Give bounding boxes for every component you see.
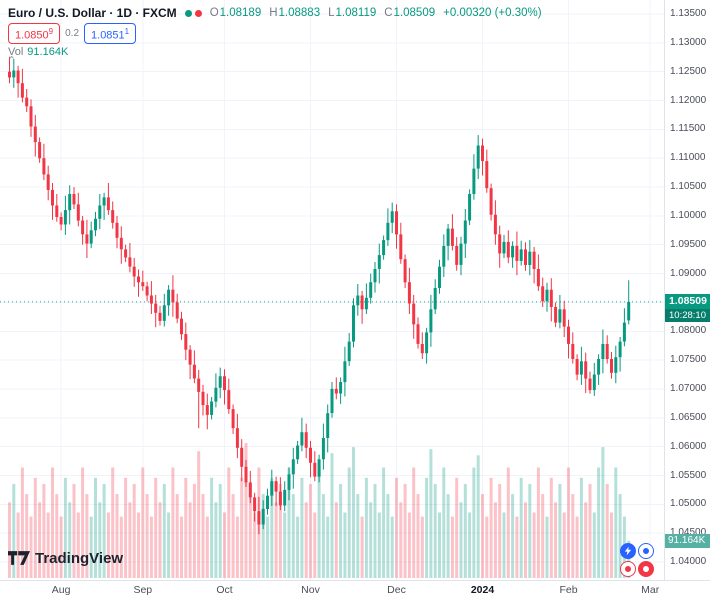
quick-action-record-button[interactable] (638, 561, 654, 577)
close-value: 1.08509 (393, 7, 436, 19)
low-label: L (328, 7, 335, 19)
tradingview-logo-text: TradingView (35, 550, 124, 567)
price-tick-label: 1.04500 (670, 527, 707, 539)
tradingview-logo-icon (8, 551, 30, 565)
high-label: H (269, 7, 278, 19)
price-tick-label: 1.07000 (670, 382, 707, 394)
ohlc-readout: O 1.08189 H 1.08883 L 1.08119 C 1.08509 +0.0… (210, 7, 542, 19)
ask-price-sup: 1 (124, 26, 130, 36)
down-color-dot-icon (194, 9, 202, 17)
time-tick-label: 2024 (470, 584, 495, 596)
bid-price-sup: 9 (48, 26, 54, 36)
time-tick-label: Oct (216, 584, 233, 596)
price-tick-label: 1.10500 (670, 181, 707, 193)
price-tick-label: 1.05000 (670, 498, 707, 510)
price-tick-label: 1.05500 (670, 469, 707, 481)
price-tick-label: 1.13000 (670, 36, 707, 48)
up-color-dot-icon (184, 9, 192, 17)
quick-action-blue-button[interactable] (638, 543, 654, 559)
time-tick-label: Sep (133, 584, 153, 596)
time-tick-label: Dec (387, 584, 406, 596)
ask-price: 1.0851 (91, 29, 125, 42)
volume-label: Vol (8, 46, 24, 58)
time-axis[interactable]: Aug Sep Oct Nov Dec 2024 Feb Mar (0, 580, 710, 601)
price-tick-labels: 1.13500 1.13000 1.12500 1.12000 1.11500 1.110… (665, 0, 710, 580)
time-tick-label: Aug (51, 584, 71, 596)
range-high-marker-icon: ⌃ (7, 55, 17, 67)
time-tick-label: Nov (301, 584, 320, 596)
price-tick-label: 1.12500 (670, 65, 707, 77)
sell-price-button[interactable]: 1.08509 (8, 22, 61, 45)
red-dot-icon (625, 566, 631, 572)
price-tick-label: 1.09500 (670, 238, 707, 250)
price-tick-label: 1.11000 (670, 152, 706, 164)
price-tick-label: 1.09000 (670, 267, 707, 279)
buy-price-button[interactable]: 1.08511 (84, 22, 137, 45)
time-tick-label: Feb (559, 584, 578, 596)
price-tick-label: 1.07500 (670, 354, 707, 366)
low-value: 1.08119 (335, 7, 377, 19)
open-value: 1.08189 (219, 7, 262, 19)
blue-dot-icon (643, 548, 649, 554)
tradingview-logo[interactable]: TradingView (8, 550, 123, 567)
price-tick-label: 1.11500 (670, 123, 706, 135)
price-tick-label: 1.06500 (670, 411, 707, 423)
legend-row-symbol: Euro / U.S. Dollar · 1D · FXCM O 1.08189 … (8, 4, 542, 22)
last-price-label: 1.08509 10:28:10 (665, 293, 710, 322)
price-tick-label: 1.12000 (670, 94, 707, 106)
legend-dots (184, 9, 202, 17)
quick-trade-lightning-button[interactable] (620, 543, 636, 559)
quick-action-red-button[interactable] (620, 561, 636, 577)
open-label: O (209, 7, 219, 19)
price-tick-label: 1.06000 (670, 440, 707, 452)
last-price-value: 1.08509 (665, 293, 710, 309)
white-dot-icon (643, 566, 649, 572)
price-axis[interactable]: 1.13500 1.13000 1.12500 1.12000 1.11500 1.110… (664, 0, 710, 580)
floating-buttons (620, 543, 654, 577)
bid-price: 1.0850 (15, 29, 49, 42)
legend-row-quote: 1.08509 0.2 1.08511 (8, 22, 542, 45)
chart-pane[interactable]: ⌃ Euro / U.S. Dollar · 1D · FXCM O 1.0818… (0, 0, 664, 580)
price-tick-label: 1.08000 (670, 325, 707, 337)
legend-row-volume: Vol 91.164K (8, 46, 542, 60)
high-value: 1.08883 (278, 7, 321, 19)
lightning-icon (624, 546, 632, 556)
spread-value: 0.2 (65, 28, 80, 39)
legend: Euro / U.S. Dollar · 1D · FXCM O 1.08189 … (8, 4, 542, 60)
time-tick-label: Mar (641, 584, 660, 596)
countdown-timer: 10:28:10 (665, 308, 710, 322)
volume-value: 91.164K (27, 46, 69, 58)
price-tick-label: 1.10000 (670, 209, 707, 221)
symbol-title[interactable]: Euro / U.S. Dollar · 1D · FXCM (8, 6, 177, 20)
volume-axis-label: 91.164K (665, 533, 710, 548)
price-tick-label: 1.13500 (670, 8, 707, 19)
change-value: +0.00320 (+0.30%) (443, 7, 542, 19)
price-tick-label: 1.04000 (670, 556, 707, 567)
close-label: C (384, 7, 393, 19)
candlestick-chart[interactable] (0, 0, 664, 580)
